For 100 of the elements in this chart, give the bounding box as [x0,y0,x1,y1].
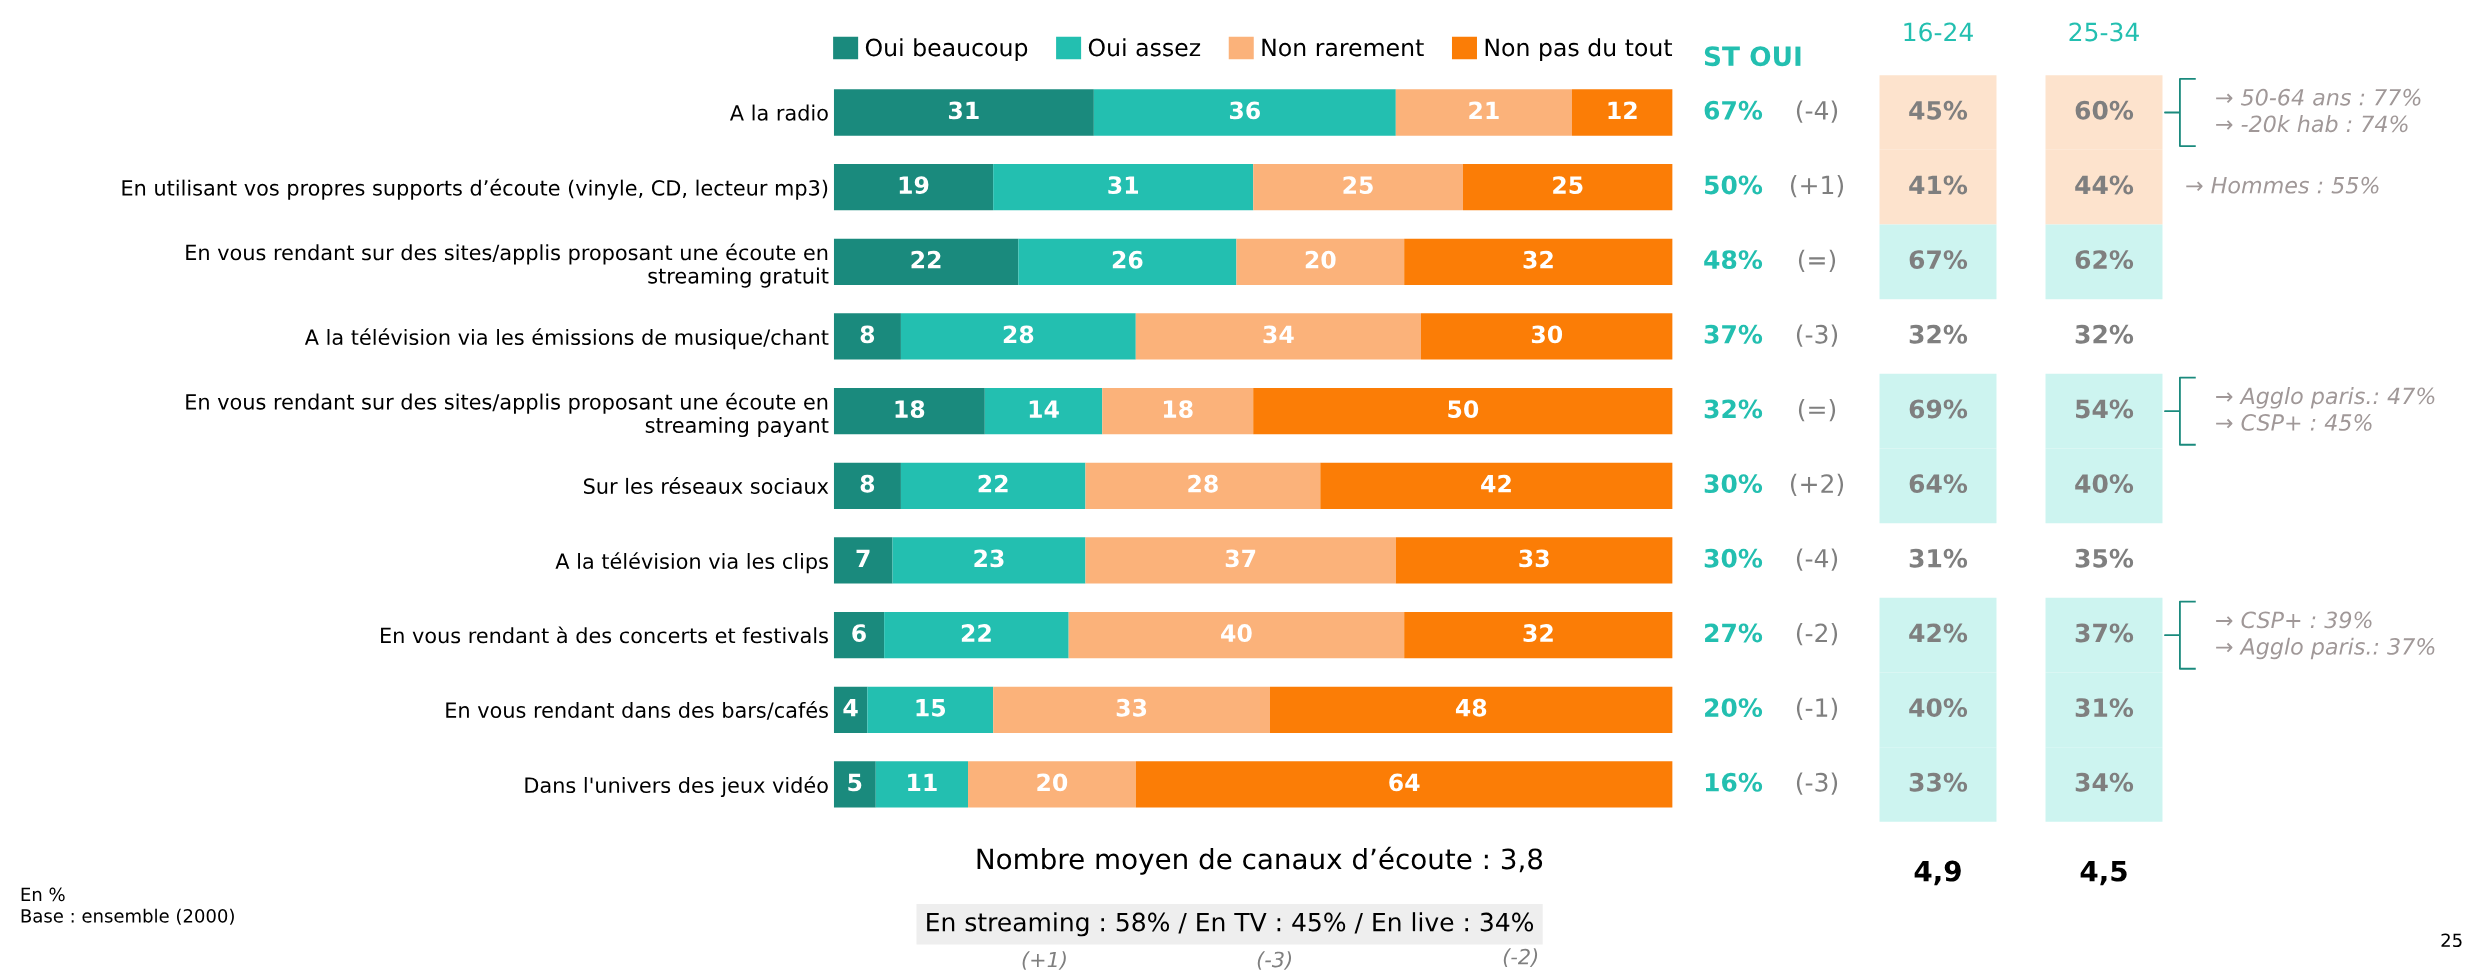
text: En streaming : 58% / En TV : 45% / En live : 34% [927,912,1534,937]
text: 34% [2075,772,2134,792]
text: Base : ensemble (2000) [21,908,234,925]
bar [1462,164,1673,211]
text: 16% [1705,772,1763,792]
text: 37% [1704,324,1763,344]
bar [1420,313,1673,360]
bar [900,462,1086,509]
text: 20% [1705,698,1763,718]
bar [833,89,1094,136]
text: 4,9 [1914,860,1961,886]
legend-label: Non rarement [1262,38,1424,57]
y-tick-label: Dans l'univers des jeux vidéo [525,776,828,798]
text: 67% [1704,100,1763,120]
data-label: 20 [1305,250,1336,269]
text: (-4) [1796,100,1838,123]
data-label: 33 [1116,698,1147,717]
bar [993,164,1254,211]
text: 41% [1909,175,1968,195]
bar [833,537,893,584]
y-tick-label: En vous rendant sur des sites/applis proposant une écoute en streaming gratuit [186,243,829,288]
y-tick-label: A la télévision via les clips [555,552,828,574]
y-tick-label: A la télévision via les émissions de musique/chant [304,328,829,350]
text: → Hommes : 55% [2186,176,2379,194]
data-label: 34 [1263,325,1294,344]
data-label: 11 [908,773,937,791]
y-tick-label: En utilisant vos propres supports d’écoute (vinyle, CD, lecteur mp3) [122,178,828,200]
bar [833,313,901,360]
data-label: 30 [1531,325,1563,344]
bar [1135,313,1421,360]
text: 30% [1704,474,1763,494]
data-label: 22 [978,474,1008,493]
bar [833,462,901,509]
bar [1404,238,1673,285]
bar [1253,164,1463,211]
bar [1236,238,1405,285]
legend-label: Oui assez [1088,38,1201,57]
text: (-3) [1257,951,1292,970]
text: (+1) [1022,951,1066,970]
data-label: 40 [1221,624,1252,642]
text: → 50-64 ans : 77% → -20k hab : 74% [2216,88,2421,133]
data-label: 48 [1455,698,1487,717]
bar [875,761,969,808]
text: 4,5 [2080,860,2127,886]
data-label: 22 [911,250,941,269]
bar [1102,387,1254,435]
text: 30% [1704,548,1763,568]
text: 27% [1705,623,1763,643]
text: 37% [2075,623,2134,643]
text: (-2) [1503,948,1538,967]
text: 60% [2075,100,2134,120]
bar [833,238,1019,285]
data-label: 19 [899,176,929,194]
text: 67% [1909,250,1968,270]
bar [1571,89,1673,136]
bar [1068,611,1405,659]
bar [884,611,1069,659]
bar [1320,462,1673,509]
text: 48% [1704,250,1763,270]
data-label: 22 [961,624,991,642]
text: 40% [1909,698,1968,718]
data-label: 32 [1523,624,1553,642]
data-label: 28 [1003,325,1034,344]
bar [1085,462,1321,509]
bar [1404,611,1673,659]
text: En % [21,887,65,902]
text: 54% [2076,399,2134,419]
text: (-2) [1796,623,1838,646]
text: 50% [1705,175,1763,195]
bar [1395,537,1673,584]
data-label: 42 [1481,474,1511,493]
bar [1395,89,1572,136]
legend-label: Non pas du tout [1485,38,1673,61]
data-label: 26 [1112,250,1143,269]
data-label: 31 [1108,176,1138,194]
bar [892,537,1086,584]
y-tick-label: A la radio [729,104,828,121]
bar [1093,89,1396,136]
data-label: 23 [974,549,1004,568]
data-label: 18 [895,400,925,418]
data-label: 4 [843,699,858,717]
data-label: 18 [1163,400,1193,418]
text: ST OUI [1704,46,1801,67]
y-tick-label: En vous rendant sur des sites/applis proposant une écoute en streaming payant [186,392,829,438]
text: (+1) [1790,175,1844,198]
text: 31% [2075,698,2134,718]
text: 35% [2075,548,2134,568]
data-label: 32 [1523,250,1553,269]
bar [1269,686,1673,733]
text: 62% [2075,250,2134,270]
y-tick-label: Sur les réseaux sociaux [583,477,829,495]
data-label: 8 [860,474,875,493]
bar [1253,387,1673,435]
text: 45% [1909,100,1968,120]
y-tick-label: En vous rendant à des concerts et festivals [381,626,828,644]
text: (-1) [1796,697,1838,720]
data-label: 33 [1519,549,1549,568]
bar [900,313,1136,360]
y-tick-label: En vous rendant dans des bars/cafés [446,701,828,720]
data-label: 7 [856,549,870,567]
